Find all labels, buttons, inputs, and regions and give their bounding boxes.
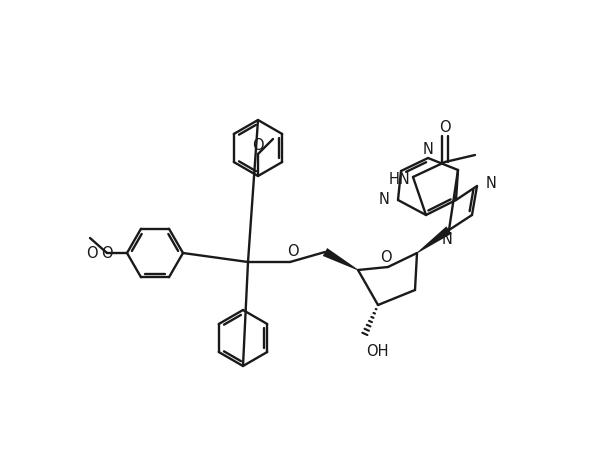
Text: O: O [287, 244, 299, 259]
Text: O: O [439, 119, 451, 134]
Text: HN: HN [388, 171, 410, 187]
Text: N: N [442, 232, 453, 246]
Text: O: O [101, 245, 113, 261]
Polygon shape [323, 248, 358, 270]
Polygon shape [416, 226, 451, 253]
Text: O: O [380, 250, 392, 264]
Text: N: N [423, 142, 433, 156]
Text: N: N [378, 193, 389, 207]
Text: O: O [252, 138, 264, 152]
Text: N: N [486, 175, 497, 190]
Text: O: O [87, 245, 98, 261]
Text: OH: OH [366, 344, 388, 358]
